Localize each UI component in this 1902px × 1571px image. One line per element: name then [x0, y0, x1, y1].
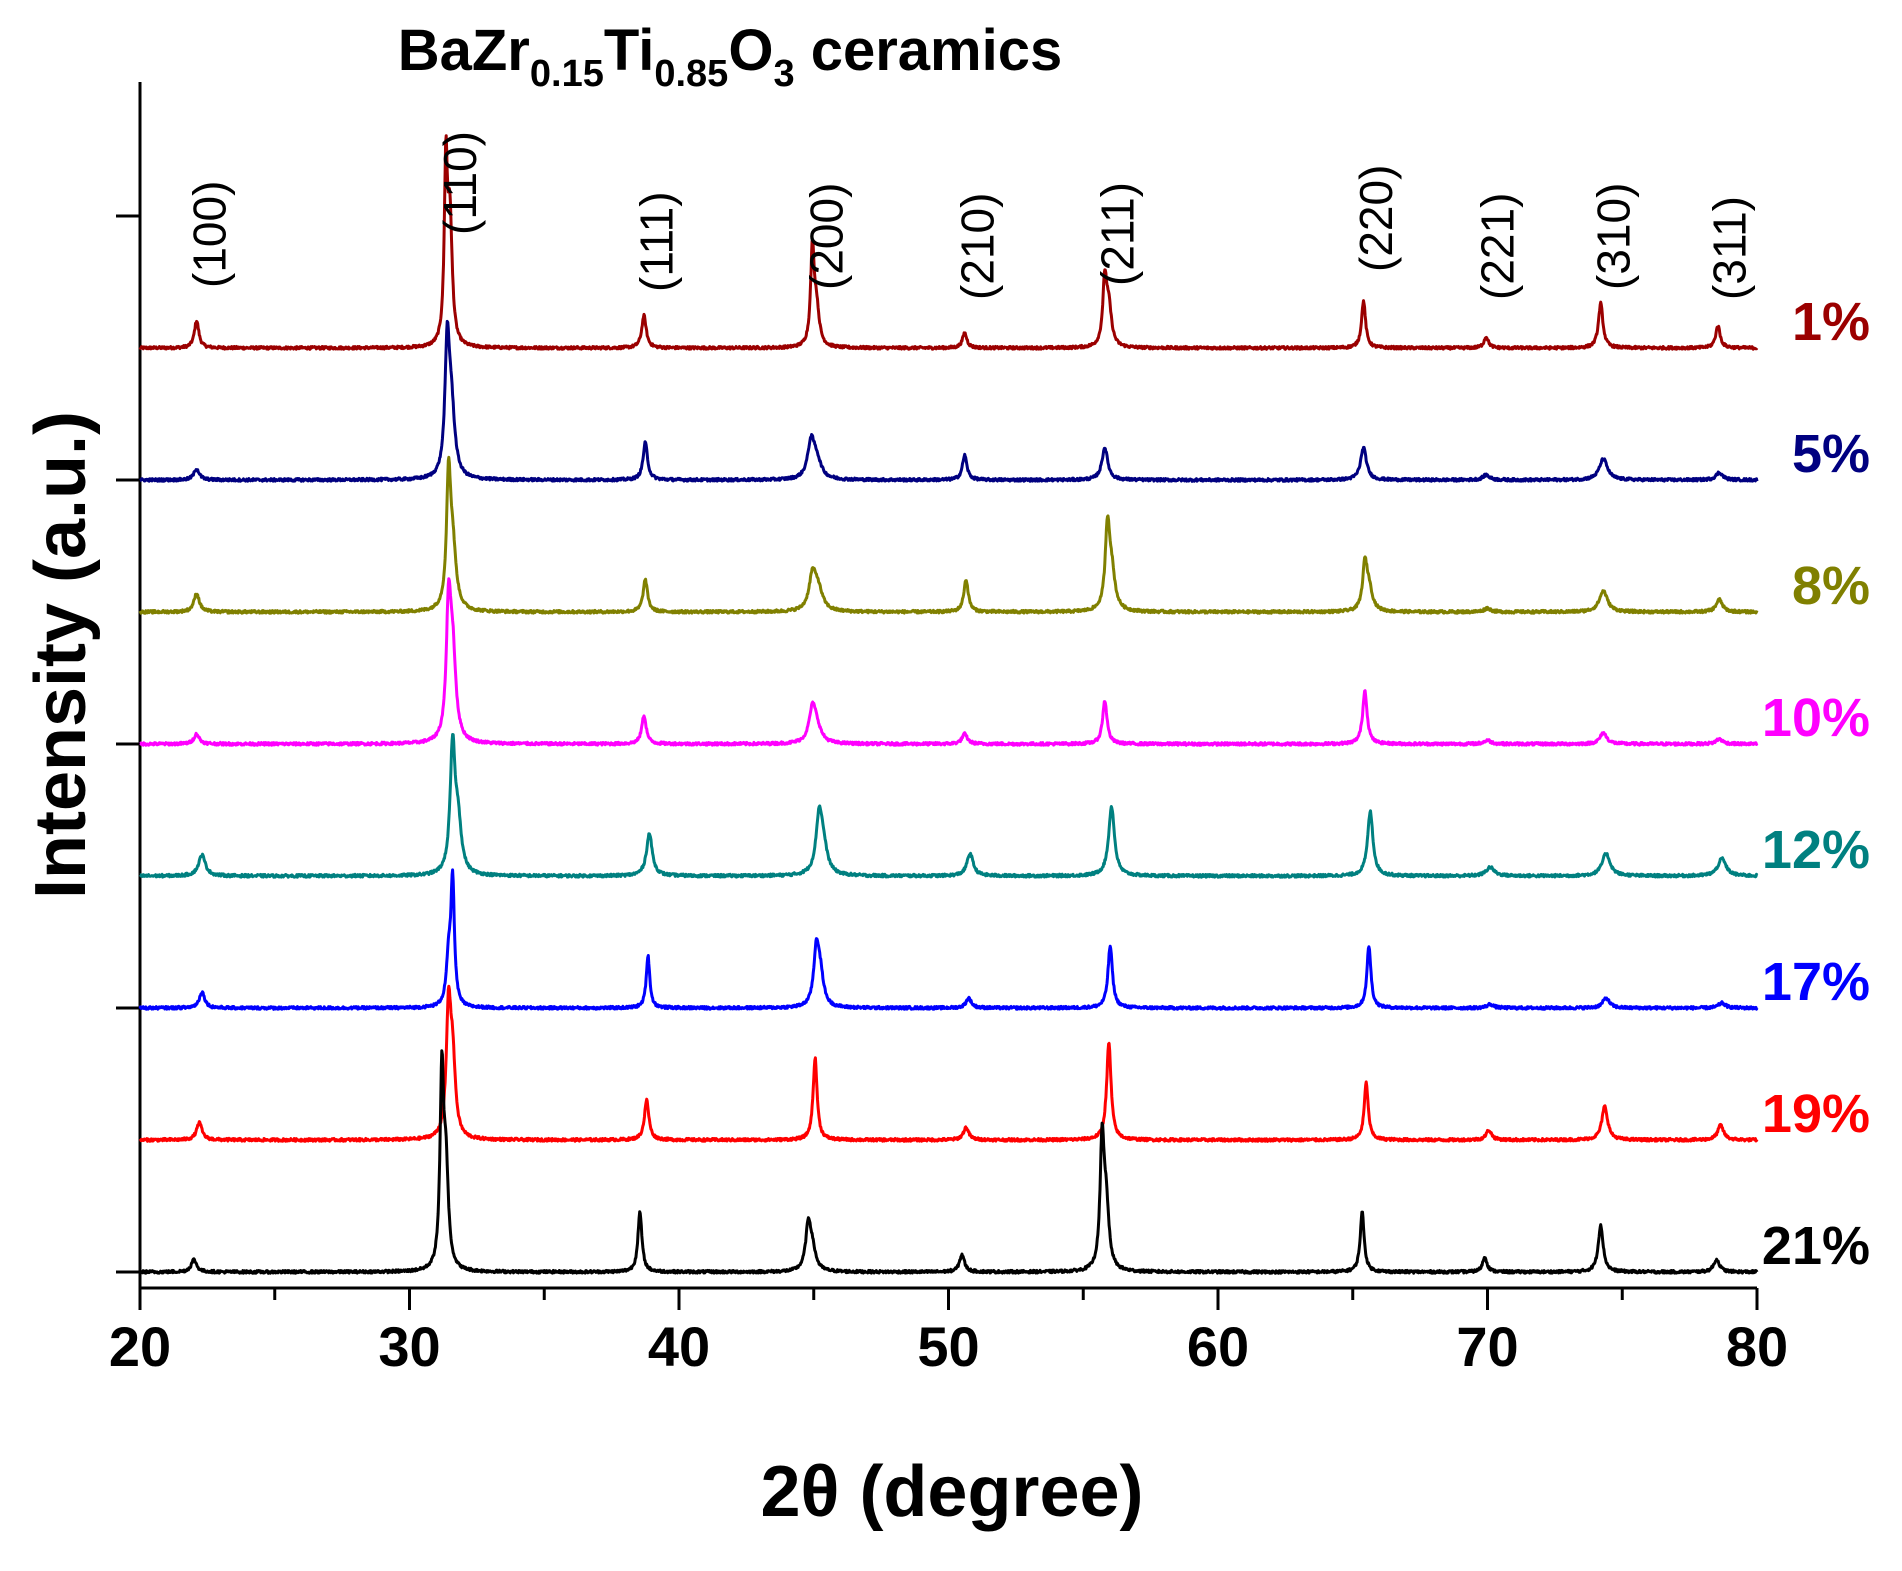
series-label-12pct: 12% [1762, 820, 1870, 880]
series-label-21pct: 21% [1762, 1216, 1870, 1276]
title-part-o: O [728, 18, 773, 83]
x-tick-label-70: 70 [1456, 1315, 1518, 1378]
x-tick-label-40: 40 [648, 1315, 710, 1378]
peak-label-210: (210) [951, 193, 1003, 300]
series-label-10pct: 10% [1762, 688, 1870, 748]
title-part-ceramics: ceramics [795, 18, 1063, 83]
trace-5pct [139, 319, 1759, 483]
peak-label-311: (311) [1703, 196, 1755, 300]
title-part-bazr: BaZr [398, 18, 530, 83]
x-tick-label-30: 30 [378, 1315, 440, 1378]
title-sub-zr: 0.15 [530, 53, 604, 95]
trace-19pct [138, 984, 1759, 1143]
x-axis-title: 2θ (degree) [760, 1452, 1143, 1532]
x-tick-label-50: 50 [917, 1315, 979, 1378]
x-tick-labels: 20 30 40 50 60 70 80 [109, 1315, 1788, 1378]
peak-label-200: (200) [800, 183, 852, 290]
peak-labels: (100) (110) (111) (200) (210) (211) (220) (221)… [183, 131, 1755, 300]
axes [116, 82, 1759, 1310]
peak-label-310: (310) [1587, 183, 1639, 290]
peak-label-111: (111) [631, 191, 683, 292]
x-tick-label-80: 80 [1726, 1315, 1788, 1378]
peak-label-100: (100) [183, 181, 235, 288]
peak-label-211: (211) [1092, 182, 1144, 286]
trace-8pct [138, 455, 1759, 615]
traces [138, 134, 1759, 1275]
title-part-ti: Ti [604, 18, 655, 83]
series-label-8pct: 8% [1792, 556, 1870, 616]
trace-1pct [138, 134, 1759, 351]
peak-label-220: (220) [1350, 165, 1402, 272]
peak-label-221: (221) [1472, 193, 1524, 300]
y-axis-title: Intensity (a.u.) [21, 411, 101, 899]
x-tick-label-20: 20 [109, 1315, 171, 1378]
trace-12pct [139, 733, 1759, 879]
series-labels: 1% 5% 8% 10% 12% 17% 19% 21% [1762, 292, 1870, 1276]
title-sub-o: 3 [773, 53, 794, 95]
series-label-17pct: 17% [1762, 952, 1870, 1012]
series-label-1pct: 1% [1792, 292, 1870, 352]
trace-21pct [139, 1049, 1759, 1275]
trace-17pct [138, 868, 1759, 1011]
x-tick-label-60: 60 [1187, 1315, 1249, 1378]
trace-10pct [139, 577, 1759, 747]
peak-label-110: (110) [434, 131, 486, 235]
series-label-19pct: 19% [1762, 1084, 1870, 1144]
title-sub-ti: 0.85 [654, 53, 728, 95]
series-label-5pct: 5% [1792, 424, 1870, 484]
chart-title: BaZr0.15Ti0.85O3 ceramics [398, 18, 1063, 95]
